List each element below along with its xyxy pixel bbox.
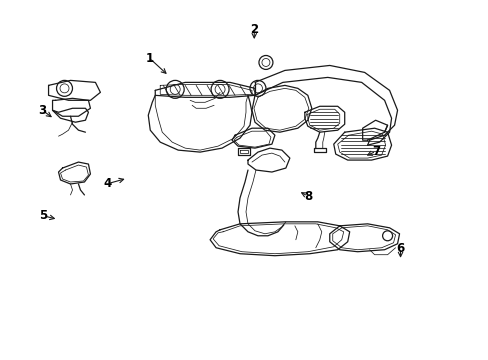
Text: 7: 7	[371, 145, 380, 158]
Text: 3: 3	[38, 104, 46, 117]
Text: 5: 5	[40, 210, 48, 222]
Text: 6: 6	[396, 242, 404, 255]
Text: 2: 2	[250, 23, 258, 36]
Text: 4: 4	[103, 177, 112, 190]
Text: 1: 1	[145, 51, 153, 64]
Text: 8: 8	[303, 190, 311, 203]
